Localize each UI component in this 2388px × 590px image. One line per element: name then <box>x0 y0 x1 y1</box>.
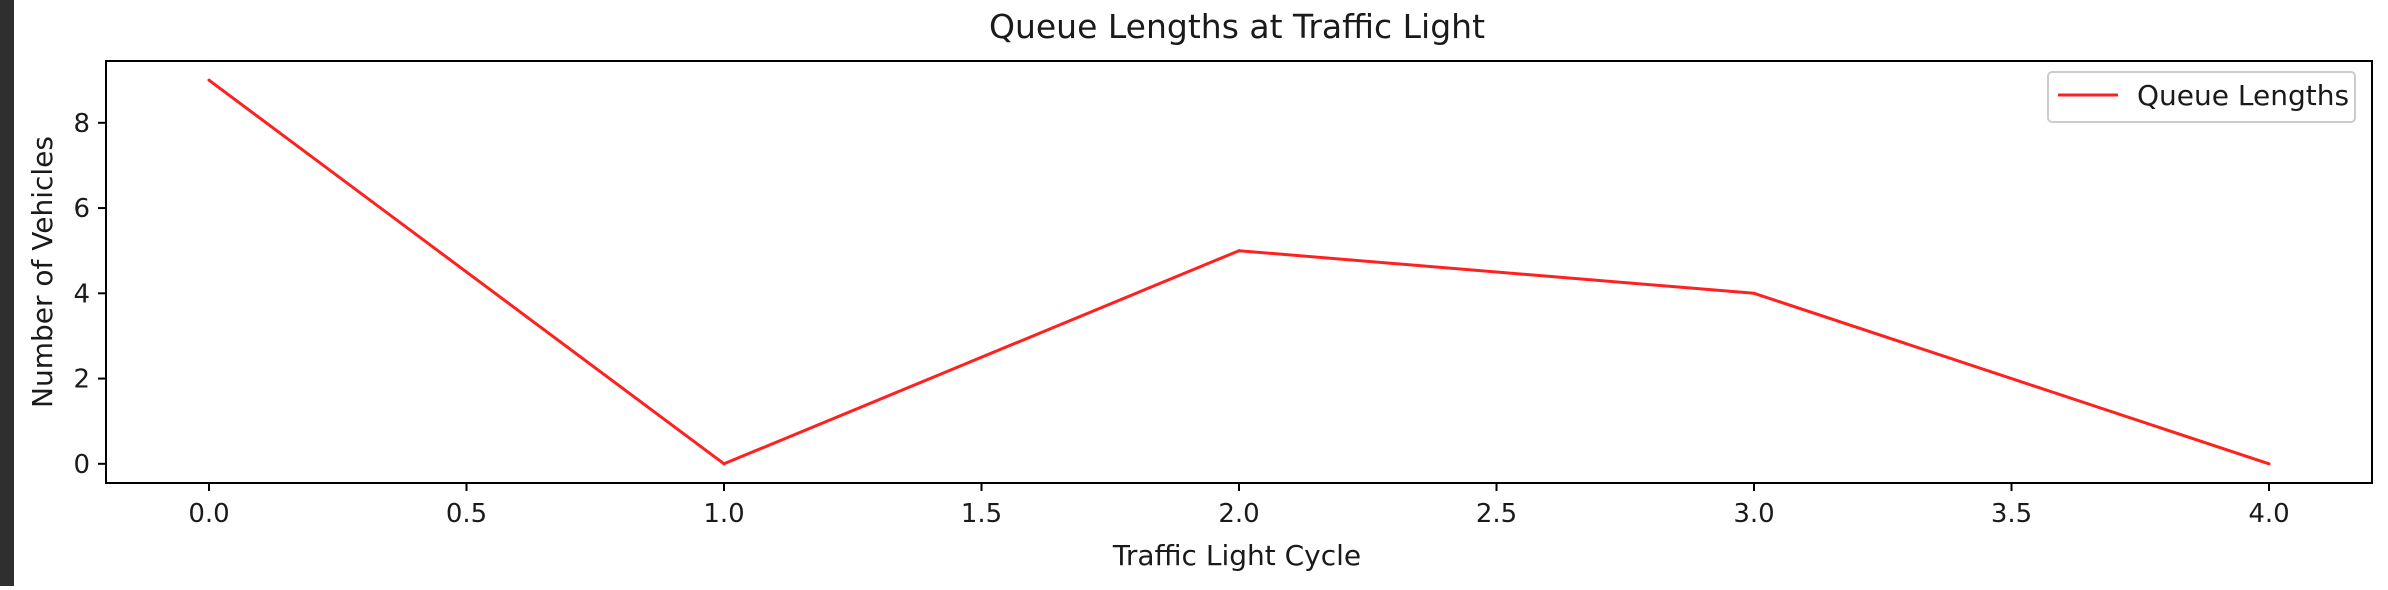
data-point <box>1237 249 1241 253</box>
x-tick-label: 1.5 <box>961 499 1002 529</box>
series-line-queue-lengths <box>208 78 2270 466</box>
window-edge <box>0 0 14 586</box>
legend-box <box>2047 71 2356 123</box>
chart-title: Queue Lengths at Traffic Light <box>989 7 1485 46</box>
x-tick-label: 1.0 <box>703 499 744 529</box>
x-tick-label: 2.5 <box>1476 499 1517 529</box>
x-axis-label: Traffic Light Cycle <box>1112 539 1361 572</box>
y-tick-label: 4 <box>73 279 90 309</box>
series-layer <box>207 78 2271 466</box>
y-tick-label: 0 <box>73 450 90 480</box>
x-tick-label: 0.0 <box>188 499 229 529</box>
plot-area-frame <box>105 60 2373 484</box>
y-axis-ticks: 0 2 4 6 8 <box>73 109 106 480</box>
data-point <box>1752 291 1756 295</box>
y-tick-label: 6 <box>73 194 90 224</box>
y-tick-label: 8 <box>73 109 90 139</box>
x-tick-label: 3.5 <box>1991 499 2032 529</box>
data-point <box>207 78 211 82</box>
x-tick-label: 3.0 <box>1733 499 1774 529</box>
legend-label-queue-lengths: Queue Lengths <box>2137 79 2349 112</box>
y-tick-label: 2 <box>73 365 90 395</box>
x-tick-label: 0.5 <box>446 499 487 529</box>
data-point <box>2267 462 2271 466</box>
x-tick-label: 2.0 <box>1218 499 1259 529</box>
x-tick-label: 4.0 <box>2248 499 2289 529</box>
y-axis-label: Number of Vehicles <box>26 136 59 408</box>
legend: Queue Lengths <box>2047 71 2356 123</box>
x-axis-ticks: 0.0 0.5 1.0 1.5 2.0 2.5 3.0 3.5 4.0 <box>188 483 2290 529</box>
data-point <box>722 462 726 466</box>
